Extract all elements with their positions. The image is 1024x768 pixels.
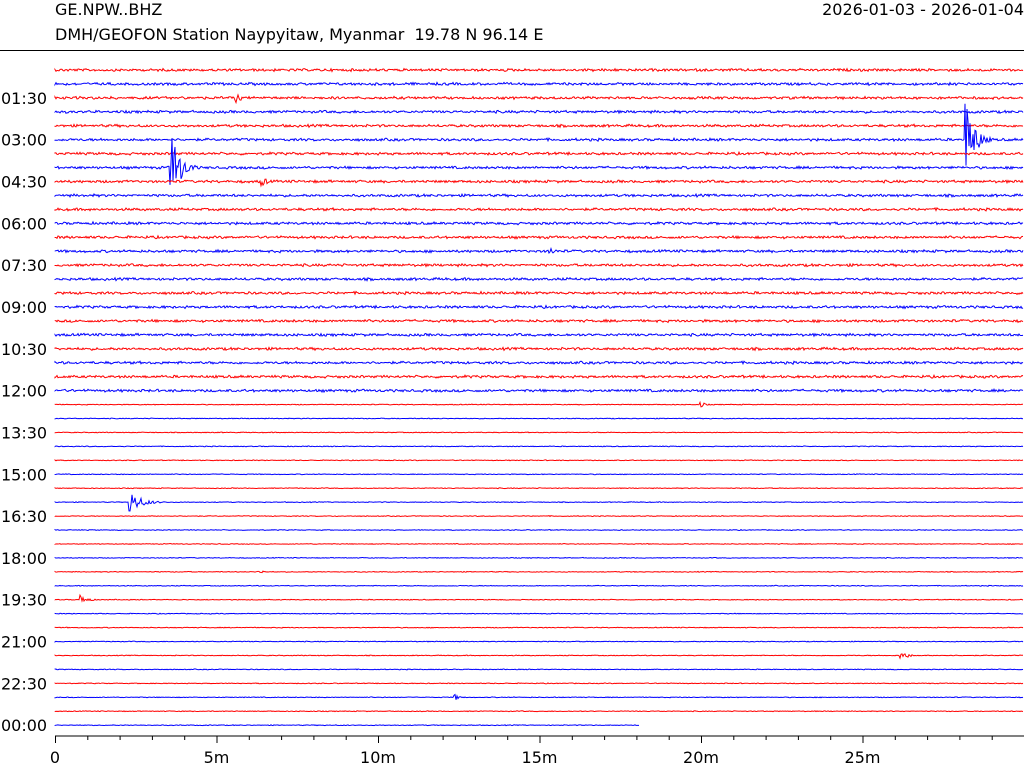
y-tick-label: 01:30 [1,89,47,108]
seismic-trace-44 [54,682,1024,685]
x-tick-label: 25m [845,748,881,767]
date-range: 2026-01-03 - 2026-01-04 [822,0,1024,19]
seismic-trace-6 [54,150,1024,157]
seismic-trace-3 [54,109,1024,115]
y-tick-label: 12:00 [1,382,47,401]
y-tick-label: 04:30 [1,173,47,192]
seismic-trace-38 [54,593,1024,603]
y-tick-label: 15:00 [1,465,47,484]
y-tick-label: 19:30 [1,591,47,610]
y-tick-label: 21:00 [1,633,47,652]
x-tick-label: 15m [522,748,558,767]
seismic-trace-24 [54,400,1024,408]
seismic-trace-7 [54,138,1024,185]
seismic-trace-45 [54,693,1024,700]
y-tick-label: 06:00 [1,214,47,233]
seismic-trace-33 [54,528,1024,532]
seismic-trace-4 [54,123,1024,129]
seismic-trace-46 [54,710,1024,713]
seismic-trace-39 [54,612,1024,615]
x-tick-label: 20m [683,748,719,767]
seismic-trace-23 [54,388,1024,394]
seismic-trace-0 [54,67,1024,73]
seismic-trace-19 [54,332,1024,338]
seismic-trace-36 [54,570,1024,574]
seismic-trace-10 [54,206,1024,212]
seismic-trace-37 [54,584,1024,587]
y-tick-label: 09:00 [1,298,47,317]
seismic-trace-26 [54,431,1024,434]
seismic-trace-5 [54,103,1024,166]
seismic-trace-16 [54,290,1024,296]
seismic-trace-40 [54,626,1024,629]
y-tick-label: 03:00 [1,131,47,150]
seismic-trace-30 [54,487,1024,490]
seismic-trace-17 [54,304,1024,310]
seismic-trace-28 [54,459,1024,462]
seismic-trace-29 [54,473,1024,476]
seismic-trace-1 [54,81,1024,87]
x-tick-label: 10m [360,748,396,767]
x-tick-label: 5m [204,748,230,767]
y-tick-label: 13:30 [1,423,47,442]
seismic-trace-31 [54,494,1024,512]
seismic-trace-35 [54,556,1024,559]
seismic-trace-41 [54,640,1024,643]
seismic-trace-42 [54,653,1024,660]
y-tick-label: 10:30 [1,340,47,359]
seismic-trace-43 [54,668,1024,671]
seismic-trace-8 [54,178,1024,188]
seismic-trace-25 [54,417,1024,420]
y-tick-label: 00:00 [1,716,47,735]
seismic-trace-20 [54,346,1024,352]
y-tick-label: 18:00 [1,549,47,568]
station-description: DMH/GEOFON Station Naypyitaw, Myanmar 19… [55,25,544,44]
seismic-trace-13 [54,246,1024,254]
seismic-trace-14 [54,262,1024,268]
station-code: GE.NPW..BHZ [55,0,163,19]
seismic-trace-47 [54,724,640,727]
seismic-trace-27 [54,445,1024,448]
header-divider [0,50,1024,51]
seismic-trace-15 [54,276,1024,282]
seismic-trace-34 [54,542,1024,546]
seismic-trace-12 [54,234,1024,240]
seismic-trace-32 [54,514,1024,518]
seismic-trace-18 [54,318,1024,324]
x-axis: 0 5m 10m 15m 20m 25m [50,735,1024,767]
y-tick-label: 07:30 [1,256,47,275]
y-tick-label: 16:30 [1,507,47,526]
seismic-trace-11 [54,220,1024,226]
seismic-trace-9 [54,192,1024,199]
seismic-trace-21 [54,360,1024,366]
x-tick-label: 0 [50,748,60,767]
seismic-trace-2 [54,93,1024,105]
trace-group [54,67,1024,727]
y-tick-label: 22:30 [1,674,47,693]
seismic-trace-22 [54,373,1024,380]
y-axis-labels: 01:30 03:00 04:30 06:00 07:30 09:00 10:30 12:00… [1,89,47,735]
